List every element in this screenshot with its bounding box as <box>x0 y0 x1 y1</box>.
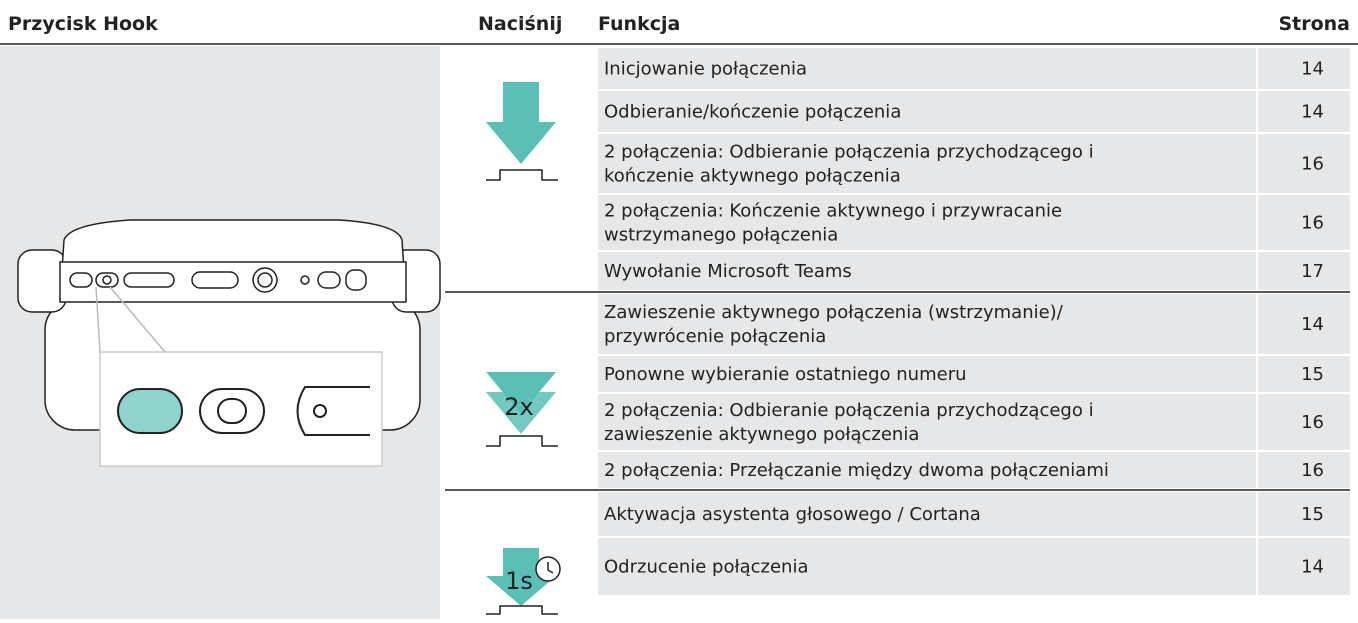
function-line: zawieszenie aktywnego połączenia <box>604 424 919 445</box>
page-number: 14 <box>1301 59 1324 80</box>
function-line: 2 połączenia: Odbieranie połączenia przy… <box>604 400 1094 421</box>
page-cell <box>1258 48 1350 89</box>
function-cell <box>598 452 1256 488</box>
page-number: 16 <box>1301 213 1324 234</box>
function-line: Zawieszenie aktywnego połączenia (wstrzy… <box>604 302 1064 323</box>
function-text: 2 połączenia: Kończenie aktywnego i przy… <box>604 201 1062 246</box>
function-line: 2 połączenia: Kończenie aktywnego i przy… <box>604 201 1062 222</box>
column-header: Funkcja <box>598 13 680 35</box>
page-number: 14 <box>1301 102 1324 123</box>
function-cell <box>598 252 1256 290</box>
press-label: 2x <box>504 393 533 421</box>
function-cell <box>598 48 1256 89</box>
function-text: 2 połączenia: Przełączanie między dwoma … <box>604 460 1109 481</box>
page-number: 15 <box>1301 364 1324 385</box>
page-number: 16 <box>1301 154 1324 175</box>
function-line: wstrzymanego połączenia <box>604 225 838 246</box>
function-cell <box>598 538 1256 595</box>
press-icon <box>486 372 558 447</box>
page-number: 14 <box>1301 314 1324 335</box>
press-icon <box>486 548 561 615</box>
function-text: 2 połączenia: Odbieranie połączenia przy… <box>604 400 1094 445</box>
function-line: przywrócenie połączenia <box>604 326 826 347</box>
page-number: 16 <box>1301 460 1324 481</box>
page-number: 17 <box>1301 261 1324 282</box>
function-cell <box>598 294 1256 354</box>
function-text: Aktywacja asystenta głosowego / Cortana <box>604 504 981 525</box>
page-cell <box>1258 91 1350 132</box>
function-text: Wywołanie Microsoft Teams <box>604 261 852 282</box>
page-cell <box>1258 134 1350 193</box>
function-cell <box>598 492 1256 536</box>
function-line: Wywołanie Microsoft Teams <box>604 261 852 282</box>
function-cell <box>598 134 1256 193</box>
page-number: 16 <box>1301 412 1324 433</box>
function-line: 2 połączenia: Odbieranie połączenia przy… <box>604 142 1094 163</box>
press-icon <box>486 82 558 181</box>
function-text: Ponowne wybieranie ostatniego numeru <box>604 364 967 385</box>
page-number: 14 <box>1301 557 1324 578</box>
page-cell <box>1258 492 1350 536</box>
function-line: 2 połączenia: Przełączanie między dwoma … <box>604 460 1109 481</box>
function-cell <box>598 356 1256 392</box>
function-cell <box>598 394 1256 450</box>
function-line: Odbieranie/kończenie połączenia <box>604 102 901 123</box>
function-cell <box>598 195 1256 250</box>
function-line: Inicjowanie połączenia <box>604 59 807 80</box>
function-text: Odrzucenie połączenia <box>604 557 808 578</box>
page-cell <box>1258 394 1350 450</box>
page-cell <box>1258 294 1350 354</box>
column-header: Strona <box>1278 13 1350 35</box>
function-text: Inicjowanie połączenia <box>604 59 807 80</box>
press-label: 1s <box>505 567 533 595</box>
headset-illustration <box>0 46 441 619</box>
page-cell <box>1258 538 1350 595</box>
page-cell <box>1258 356 1350 392</box>
function-cell <box>598 91 1256 132</box>
page-number: 15 <box>1301 504 1324 525</box>
page-cell <box>1258 195 1350 250</box>
column-header: Naciśnij <box>478 13 562 35</box>
page-cell <box>1258 252 1350 290</box>
function-text: Zawieszenie aktywnego połączenia (wstrzy… <box>604 302 1064 347</box>
function-text: 2 połączenia: Odbieranie połączenia przy… <box>604 142 1094 187</box>
page-cell <box>1258 452 1350 488</box>
function-line: Aktywacja asystenta głosowego / Cortana <box>604 504 981 525</box>
function-text: Odbieranie/kończenie połączenia <box>604 102 901 123</box>
function-line: Ponowne wybieranie ostatniego numeru <box>604 364 967 385</box>
column-header: Przycisk Hook <box>8 13 158 35</box>
function-line: Odrzucenie połączenia <box>604 557 808 578</box>
function-line: kończenie aktywnego połączenia <box>604 166 901 187</box>
